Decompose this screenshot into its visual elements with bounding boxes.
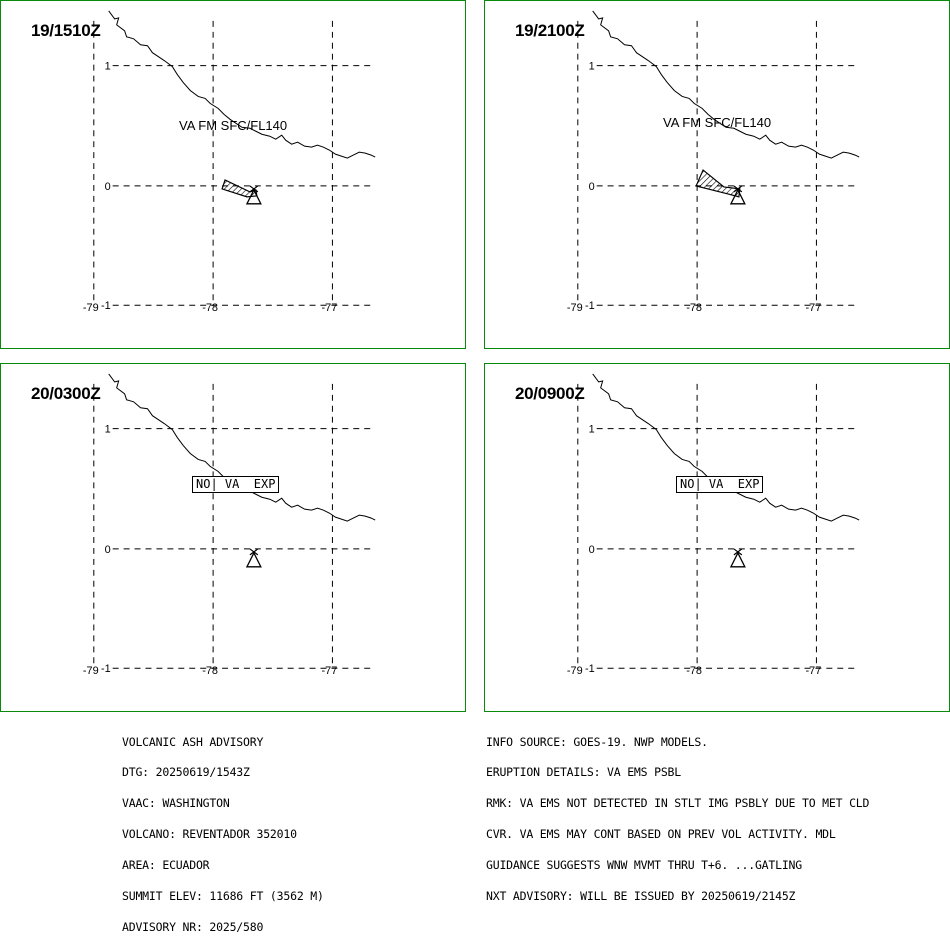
advisory-line: INFO SOURCE: GOES-19. NWP MODELS. [486, 734, 708, 749]
map-canvas-2: 1 0 -1-79 -78 -77 [567, 10, 860, 314]
lat-tick-label: -1 [101, 663, 111, 675]
map-panel-2: 1 0 -1 -79 -78 -77 19/2100Z VA FM SFC/FL140 [484, 0, 950, 349]
lon-tick-label: -77 [322, 302, 338, 314]
map-canvas-3: 1 0 -1-79 -78 -77 [83, 373, 376, 677]
lat-tick-label: 1 [105, 424, 111, 436]
lon-tick-label: -77 [806, 302, 822, 314]
map-canvas-4: 1 0 -1-79 -78 -77 [567, 373, 860, 677]
va-flight-level-label: VA FM SFC/FL140 [179, 118, 288, 133]
lat-tick-label: 1 [105, 61, 111, 73]
panel-time-label: 19/2100Z [515, 21, 585, 40]
va-flight-level-label: VA FM SFC/FL140 [663, 115, 772, 130]
advisory-line: VAAC: WASHINGTON [122, 796, 230, 811]
panel-time-label: 20/0300Z [31, 384, 101, 403]
ash-polygon [221, 179, 258, 198]
lon-tick-label: -78 [202, 302, 218, 314]
coastline [108, 373, 376, 522]
lon-tick-label: -79 [83, 665, 99, 677]
coastline [108, 10, 376, 159]
advisory-line: NXT ADVISORY: WILL BE ISSUED BY 20250619… [486, 889, 796, 904]
advisory-details-block: INFO SOURCE: GOES-19. NWP MODELS. ERUPTI… [486, 716, 869, 912]
advisory-line: ADVISORY NR: 2025/580 [122, 919, 264, 934]
advisory-line: GUIDANCE SUGGESTS WNW MVMT THRU T+6. ...… [486, 858, 803, 873]
lat-tick-label: 1 [589, 424, 595, 436]
advisory-line: VOLCANO: REVENTADOR 352010 [122, 827, 297, 842]
lat-tick-label: 1 [589, 61, 595, 73]
advisory-line: DTG: 20250619/1543Z [122, 765, 250, 780]
coastline [592, 373, 860, 522]
lon-tick-label: -79 [567, 665, 583, 677]
advisory-line: RMK: VA EMS NOT DETECTED IN STLT IMG PSB… [486, 796, 870, 811]
no-va-expected-box: NO| VA EXP [676, 476, 764, 493]
lat-tick-label: 0 [589, 544, 595, 556]
lat-tick-label: 0 [105, 544, 111, 556]
panel-time-label: 20/0900Z [515, 384, 585, 403]
lon-tick-label: -79 [83, 302, 99, 314]
panel-time-label: 19/1510Z [31, 21, 101, 40]
no-va-expected-box: NO| VA EXP [192, 476, 280, 493]
lon-tick-label: -77 [322, 665, 338, 677]
advisory-header-block: VOLCANIC ASH ADVISORY DTG: 20250619/1543… [122, 716, 324, 943]
map-panel-1: 1 0 -1 -79 -78 -77 19/1510Z VA FM SFC/FL140 [0, 0, 466, 349]
ash-polygon [695, 169, 741, 198]
lat-tick-label: -1 [101, 300, 111, 312]
map-panel-4: 1 0 -1 -79 -78 -77 20/0900Z NO| VA EXP [484, 363, 950, 712]
lon-tick-label: -79 [567, 302, 583, 314]
map-panel-3: 1 0 -1 -79 -78 -77 20/0300Z NO| VA EXP [0, 363, 466, 712]
advisory-line: AREA: ECUADOR [122, 858, 210, 873]
advisory-line: ERUPTION DETAILS: VA EMS PSBL [486, 765, 681, 780]
advisory-line: CVR. VA EMS MAY CONT BASED ON PREV VOL A… [486, 827, 836, 842]
lon-tick-label: -78 [202, 665, 218, 677]
map-canvas-1: 1 0 -1-79 -78 -77 [83, 10, 376, 314]
lat-tick-label: -1 [585, 663, 595, 675]
volcano-triangle-icon [245, 548, 262, 568]
lon-tick-label: -78 [686, 302, 702, 314]
lat-tick-label: 0 [105, 181, 111, 193]
advisory-line: VOLCANIC ASH ADVISORY [122, 734, 264, 749]
volcano-triangle-icon [729, 548, 746, 568]
lat-tick-label: -1 [585, 300, 595, 312]
advisory-line: SUMMIT ELEV: 11686 FT (3562 M) [122, 889, 324, 904]
coastline [592, 10, 860, 159]
lon-tick-label: -78 [686, 665, 702, 677]
lat-tick-label: 0 [589, 181, 595, 193]
lon-tick-label: -77 [806, 665, 822, 677]
